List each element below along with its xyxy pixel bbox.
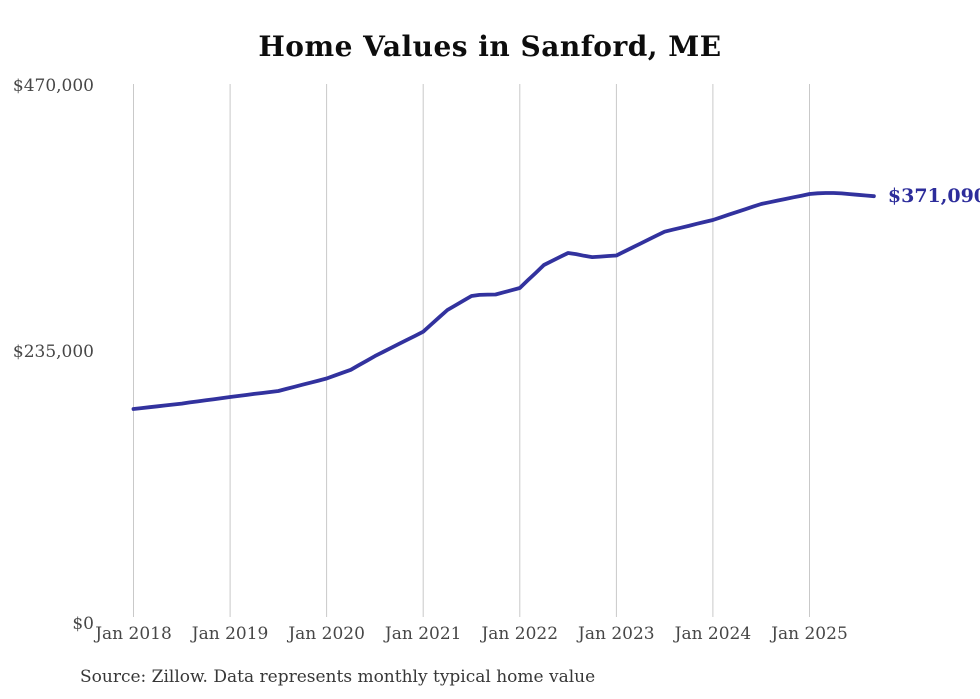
x-tick-jan-2018: Jan 2018 bbox=[95, 624, 172, 644]
y-tick-2: $0 bbox=[72, 613, 94, 634]
x-tick-jan-2025: Jan 2025 bbox=[771, 624, 848, 644]
latest-value-label: $371,090 bbox=[887, 185, 980, 208]
x-tick-jan-2024: Jan 2024 bbox=[674, 624, 752, 644]
x-tick-jan-2019: Jan 2019 bbox=[191, 624, 269, 644]
x-tick-jan-2021: Jan 2021 bbox=[384, 624, 462, 644]
y-tick-0: $470,000 bbox=[12, 75, 94, 96]
x-tick-jan-2020: Jan 2020 bbox=[288, 624, 365, 644]
chart-title: Home Values in Sanford, ME bbox=[258, 30, 722, 63]
source-note: Source: Zillow. Data represents monthly … bbox=[80, 667, 596, 687]
x-tick-jan-2023: Jan 2023 bbox=[578, 624, 655, 644]
y-tick-1: $235,000 bbox=[12, 342, 94, 362]
home-value-line bbox=[131, 191, 876, 411]
x-tick-jan-2022: Jan 2022 bbox=[481, 624, 559, 644]
